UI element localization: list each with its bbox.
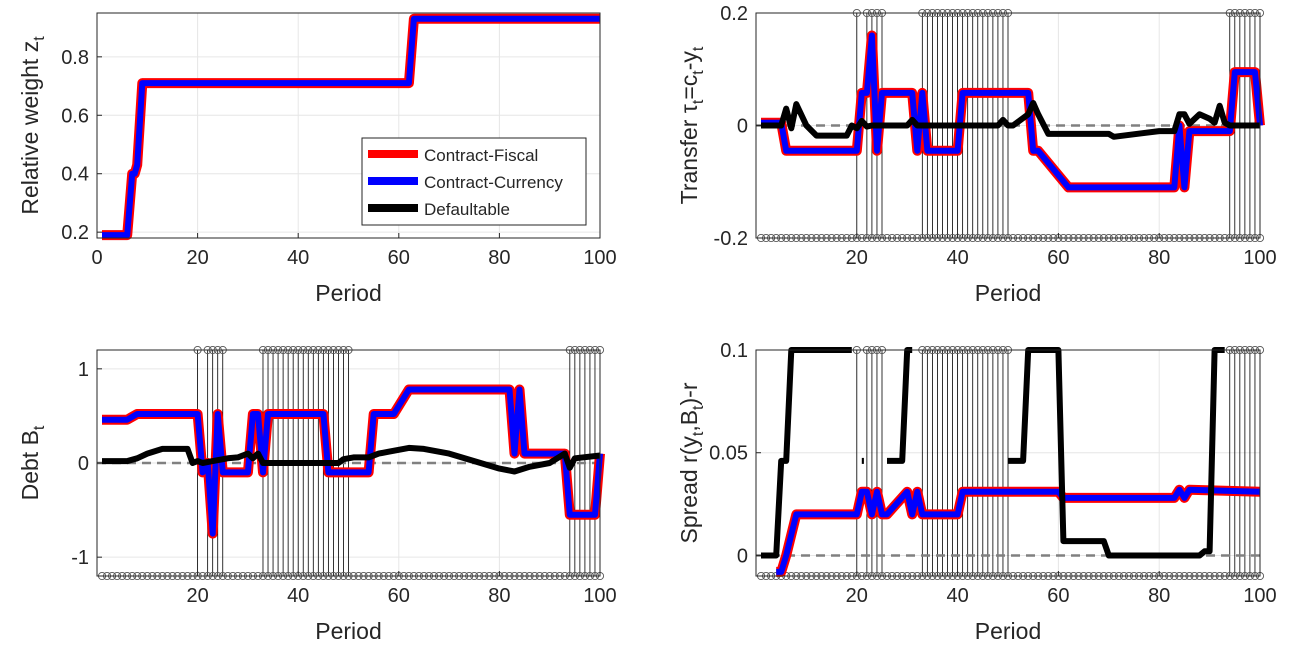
series-line-defaultable <box>761 100 1260 140</box>
y-axis-label-subscript: t <box>690 431 707 436</box>
y-tick-label: 0.4 <box>61 164 89 186</box>
y-axis-label-part: )-r <box>676 382 702 405</box>
y-tick-label: 0.2 <box>61 222 89 244</box>
x-tick-label: 40 <box>287 247 309 269</box>
x-tick-label: 80 <box>488 247 510 269</box>
y-axis-label-part: -y <box>676 51 702 71</box>
y-axis-label-subscript: t <box>690 99 707 104</box>
y-tick-label: 0.2 <box>720 3 748 25</box>
x-tick-label: 60 <box>1047 247 1069 269</box>
x-tick-label: 20 <box>846 247 868 269</box>
x-tick-label: 100 <box>583 585 616 607</box>
y-axis-label-subscript: t <box>31 425 48 430</box>
y-tick-label: -0.2 <box>714 228 748 250</box>
legend: Contract-Fiscal Contract-Currency Defaulta… <box>361 137 587 226</box>
panel-debt: 20 40 60 80 100 -1 0 1 Period Debt Bt <box>17 345 617 644</box>
y-axis-label: Transfer τt=ct-yt <box>676 46 707 204</box>
axes-box <box>755 349 1261 577</box>
y-tick-label: 0.1 <box>720 340 748 362</box>
x-tick-label: 40 <box>946 247 968 269</box>
x-axis-label: Period <box>315 280 381 306</box>
legend-label: Contract-Fiscal <box>424 146 538 165</box>
x-tick-label: 100 <box>1243 247 1276 269</box>
x-tick-label: 40 <box>946 585 968 607</box>
y-tick-label: 0 <box>737 545 748 567</box>
x-tick-label: 20 <box>846 585 868 607</box>
y-axis-label-subscript: t <box>690 70 707 75</box>
x-tick-label: 80 <box>1148 247 1170 269</box>
y-axis-label-subscript: t <box>690 46 707 51</box>
y-axis-label-part: Relative weight z <box>17 41 43 215</box>
y-axis-label-subscript: t <box>31 36 48 41</box>
y-tick-label: 0.6 <box>61 105 89 127</box>
series-line-contract-currency <box>102 386 603 537</box>
series-line-contract-currency <box>761 32 1263 191</box>
x-tick-label: 80 <box>488 585 510 607</box>
x-tick-label: 60 <box>1047 585 1069 607</box>
y-axis-label: Debt Bt <box>17 425 48 500</box>
x-tick-label: 80 <box>1148 585 1170 607</box>
y-axis-label-part: Spread r(y <box>676 436 702 544</box>
legend-label: Defaultable <box>424 200 510 219</box>
y-tick-label: 0.05 <box>709 443 748 465</box>
legend-label: Contract-Currency <box>424 173 563 192</box>
y-axis-label-part: ,B <box>676 410 702 432</box>
x-axis-label: Period <box>315 618 381 644</box>
y-axis-label-subscript: t <box>690 405 707 410</box>
y-axis-label-part: Debt B <box>17 430 43 500</box>
x-tick-label: 100 <box>1243 585 1276 607</box>
y-tick-label: 0.8 <box>61 47 89 69</box>
series-line-contract-currency <box>776 486 1261 575</box>
series-line-contract-currency <box>102 15 600 239</box>
x-tick-label: 60 <box>388 247 410 269</box>
x-tick-label: 20 <box>186 247 208 269</box>
series-line-defaultable <box>102 444 601 475</box>
y-tick-label: 1 <box>78 359 89 381</box>
x-tick-label: 60 <box>388 585 410 607</box>
x-tick-label: 40 <box>287 585 309 607</box>
y-axis-label-part: =c <box>676 75 702 100</box>
x-tick-label: 0 <box>91 247 102 269</box>
x-tick-label: 20 <box>186 585 208 607</box>
x-axis-label: Period <box>975 618 1041 644</box>
y-tick-label: -1 <box>71 547 89 569</box>
axes-box <box>96 12 601 239</box>
x-axis-label: Period <box>975 280 1041 306</box>
y-axis-label: Relative weight zt <box>17 36 48 215</box>
y-axis-label-part: Transfer τ <box>676 104 702 204</box>
y-tick-label: 0 <box>737 116 748 138</box>
y-axis-label: Spread r(yt,Bt)-r <box>676 382 707 543</box>
y-tick-label: 0 <box>78 453 89 475</box>
panel-weight: 0 20 40 60 80 100 0.2 0.4 0.6 0.8 Period Relative w… <box>17 12 617 306</box>
x-tick-label: 100 <box>583 247 616 269</box>
